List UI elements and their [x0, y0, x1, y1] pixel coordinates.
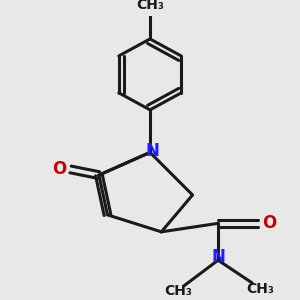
Text: O: O [262, 214, 276, 232]
Text: CH₃: CH₃ [247, 282, 274, 296]
Text: N: N [211, 248, 225, 266]
Text: N: N [146, 142, 160, 160]
Text: CH₃: CH₃ [136, 0, 164, 12]
Text: CH₃: CH₃ [164, 284, 192, 298]
Text: O: O [52, 160, 66, 178]
